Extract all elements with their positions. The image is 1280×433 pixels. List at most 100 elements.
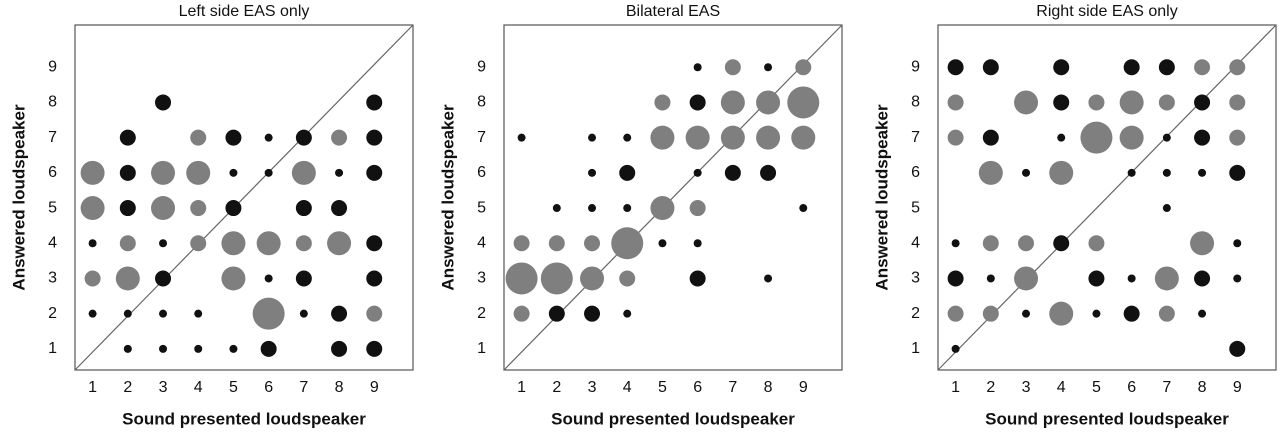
bubble	[1158, 59, 1175, 76]
y-tick-label: 4	[48, 234, 57, 251]
bubble	[1092, 309, 1101, 318]
x-tick-label: 8	[335, 379, 344, 396]
bubble	[366, 340, 383, 357]
x-tick-label: 6	[693, 379, 702, 396]
x-tick-label: 2	[552, 379, 561, 396]
bubble	[229, 344, 238, 353]
bubble	[119, 164, 136, 181]
chart-title: Left side EAS only	[179, 3, 310, 20]
bubble	[295, 270, 312, 287]
y-tick-label: 3	[911, 270, 920, 287]
y-tick-label: 8	[911, 94, 920, 111]
bubble	[123, 344, 132, 353]
bubble	[1233, 274, 1242, 283]
y-tick-label: 5	[911, 199, 920, 216]
bubble	[588, 168, 597, 177]
bubble	[982, 235, 999, 252]
bubble	[1014, 266, 1039, 291]
bubble	[186, 160, 211, 185]
bubble	[588, 204, 597, 213]
bubble	[88, 309, 97, 318]
bubble	[190, 235, 207, 252]
bubble	[299, 309, 308, 318]
x-tick-label: 1	[88, 379, 97, 396]
bubble	[947, 305, 964, 322]
bubble	[264, 274, 273, 283]
bubble	[947, 94, 964, 111]
x-axis-title: Sound presented loudspeaker	[985, 409, 1229, 428]
x-axis-title: Sound presented loudspeaker	[551, 409, 795, 428]
bubble	[693, 168, 702, 177]
bubble	[1229, 164, 1246, 181]
bubble	[513, 305, 530, 322]
bubble	[1088, 94, 1105, 111]
bubble	[221, 231, 246, 256]
bubble	[580, 266, 605, 291]
bubble	[295, 235, 312, 252]
y-tick-label: 1	[48, 340, 57, 357]
bubble	[260, 340, 277, 357]
bubble	[689, 94, 706, 111]
x-tick-label: 3	[159, 379, 168, 396]
bubble	[80, 160, 105, 185]
y-tick-label: 6	[48, 164, 57, 181]
y-tick-label: 3	[48, 270, 57, 287]
bubble	[517, 133, 526, 142]
y-tick-label: 7	[911, 129, 920, 146]
x-tick-label: 7	[728, 379, 737, 396]
bubble	[88, 239, 97, 248]
bubble	[119, 200, 136, 217]
bubble	[115, 266, 140, 291]
bubble	[552, 204, 561, 213]
bubble	[689, 200, 706, 217]
y-tick-label: 8	[477, 94, 486, 111]
bubble	[584, 305, 601, 322]
bubble	[335, 168, 344, 177]
bubble	[366, 164, 383, 181]
bubble	[513, 235, 530, 252]
bubble	[720, 125, 745, 150]
bubble	[650, 196, 675, 221]
y-axis-title: Answered loudspeaker	[438, 104, 457, 291]
bubble	[1194, 270, 1211, 287]
bubble	[986, 274, 995, 283]
bubble	[119, 235, 136, 252]
bubble	[159, 239, 168, 248]
bubble	[331, 200, 348, 217]
bubble	[623, 309, 632, 318]
y-tick-label: 3	[477, 270, 486, 287]
y-axis-title: Answered loudspeaker	[872, 104, 891, 291]
bubble	[1229, 59, 1246, 76]
y-tick-label: 2	[911, 305, 920, 322]
plot-frame	[503, 24, 843, 371]
y-tick-label: 1	[911, 340, 920, 357]
bubble	[1158, 94, 1175, 111]
bubble	[366, 235, 383, 252]
y-tick-label: 2	[477, 305, 486, 322]
y-tick-label: 7	[48, 129, 57, 146]
bubble	[548, 305, 565, 322]
y-tick-label: 6	[911, 164, 920, 181]
y-tick-label: 9	[477, 58, 486, 75]
bubble	[584, 235, 601, 252]
x-tick-label: 4	[623, 379, 632, 396]
x-tick-label: 9	[1233, 379, 1242, 396]
x-tick-label: 5	[658, 379, 667, 396]
bubble	[760, 164, 777, 181]
plot-frame	[74, 24, 414, 371]
x-tick-label: 4	[194, 379, 203, 396]
bubble	[548, 235, 565, 252]
bubble	[256, 231, 281, 256]
bubble	[1053, 59, 1070, 76]
bubble	[1162, 168, 1171, 177]
bubble	[225, 129, 242, 146]
x-tick-label: 1	[517, 379, 526, 396]
bubble	[693, 63, 702, 72]
bubble	[791, 125, 816, 150]
bubble	[623, 204, 632, 213]
bubble	[1022, 168, 1031, 177]
x-tick-label: 6	[264, 379, 273, 396]
y-tick-label: 6	[477, 164, 486, 181]
bubble	[155, 270, 172, 287]
bubble	[947, 270, 964, 287]
